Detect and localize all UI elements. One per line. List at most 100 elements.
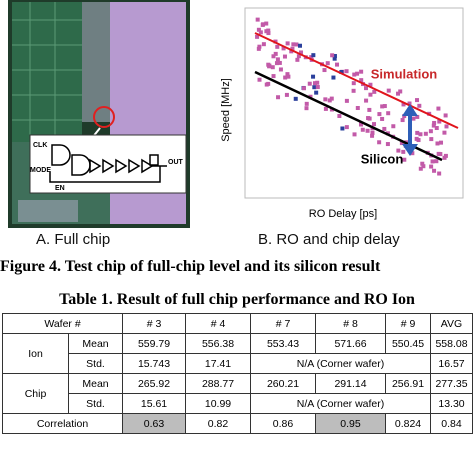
decor-dot — [289, 49, 294, 54]
cell: 571.66 — [315, 333, 386, 354]
decor-dot — [368, 92, 373, 97]
decor-dot — [332, 56, 337, 61]
decor-dot — [352, 72, 357, 77]
decor-dot — [351, 81, 356, 86]
decor-dot — [416, 138, 421, 143]
decor-dot — [312, 85, 317, 90]
figure-caption: Figure 4. Test chip of full-chip level a… — [0, 258, 381, 275]
row-label: Mean — [68, 333, 123, 354]
header-cell: # 8 — [315, 313, 386, 334]
decor-dot — [442, 130, 447, 135]
decor-dot — [302, 86, 307, 91]
decor-dot — [423, 131, 428, 136]
decor-dot — [327, 98, 332, 103]
row: Std. 15.61 10.99 N/A (Corner wafer) 13.3… — [3, 393, 473, 414]
decor-dot — [264, 21, 269, 26]
decor-dot — [304, 101, 309, 106]
decor-dot — [370, 130, 375, 135]
plot-frame — [244, 7, 464, 199]
row: Chip Mean 265.92 288.77 260.21 291.14 25… — [2, 373, 473, 414]
decor-dot — [293, 96, 298, 101]
decor-dot — [364, 86, 369, 91]
decor-dot — [266, 28, 271, 33]
decor-dot — [314, 90, 319, 95]
decor-dot — [315, 85, 320, 90]
decor-dot — [315, 80, 320, 85]
decor-dot — [344, 98, 349, 103]
y-axis-label: Speed [MHz] — [220, 78, 232, 142]
decor-dot — [297, 43, 302, 48]
decor-dot — [437, 171, 442, 176]
circuit-label: EN — [55, 185, 65, 192]
decor-dot — [331, 75, 336, 80]
decor-dot — [382, 104, 387, 109]
header-cell: # 7 — [250, 313, 316, 334]
panel-caption: A. Full chip — [36, 231, 111, 248]
decor-dot — [283, 75, 288, 80]
decor-dot — [358, 122, 363, 127]
cell: 260.21 — [250, 373, 316, 394]
decor-dot — [400, 118, 405, 123]
decor-dot — [311, 53, 316, 58]
decor-dot — [420, 161, 425, 166]
decor-dot — [309, 55, 314, 60]
row-label: Mean — [68, 373, 123, 394]
cell: 558.08 — [430, 333, 473, 354]
decor-dot — [275, 57, 280, 62]
cell: N/A (Corner wafer) — [250, 393, 431, 414]
row: Std. 15.743 17.41 N/A (Corner wafer) 16.… — [3, 353, 473, 374]
annotation: Simulation — [371, 66, 438, 81]
decor-dot — [312, 81, 317, 86]
results-table: Wafer # # 3 # 4 # 7 # 8 # 9 AVG Ion Mean… — [2, 313, 473, 434]
decor-dot — [329, 96, 334, 101]
decor-dot — [271, 54, 276, 59]
decor-dot — [291, 42, 296, 47]
decor-dot — [429, 164, 434, 169]
cell: 0.95 — [315, 413, 386, 434]
decor-dot — [344, 125, 349, 130]
x-axis-label: RO Delay [ps] — [309, 208, 377, 220]
decor-dot — [370, 133, 375, 138]
row-label: Std. — [68, 393, 123, 414]
decor-dot — [415, 114, 420, 119]
decor-dot — [432, 120, 437, 125]
decor-dot — [323, 106, 328, 111]
decor-dot — [282, 54, 287, 59]
decor-dot — [257, 77, 262, 82]
decor-dot — [386, 88, 391, 93]
header-row: Wafer # # 3 # 4 # 7 # 8 # 9 AVG — [2, 313, 473, 334]
decor-dot — [360, 127, 365, 132]
decor-dot — [267, 63, 272, 68]
decor-dot — [436, 151, 441, 156]
decor-dot — [258, 30, 263, 35]
decor-dot — [340, 126, 345, 131]
cell: 17.41 — [185, 353, 251, 374]
row: Correlation 0.63 0.82 0.86 0.95 0.824 0.… — [2, 413, 473, 434]
decor-dot — [285, 72, 290, 77]
decor-dot — [332, 54, 337, 59]
circuit-label: CLK — [33, 142, 47, 149]
header-cell: AVG — [430, 313, 473, 334]
decor-dot — [276, 95, 281, 100]
decor-dot — [365, 128, 370, 133]
decor-dot — [294, 42, 299, 47]
decor-dot — [436, 106, 441, 111]
decor-dot — [382, 126, 387, 131]
decor-dot — [407, 101, 412, 106]
cell: 15.61 — [122, 393, 186, 414]
decor-dot — [339, 70, 344, 75]
decor-dot — [304, 106, 309, 111]
decor-dot — [396, 91, 401, 96]
cell: 0.824 — [385, 413, 431, 434]
decor-dot — [380, 116, 385, 121]
decor-dot — [415, 130, 420, 135]
decor-dot — [355, 71, 360, 76]
decor-dot — [368, 82, 373, 87]
header-cell: # 9 — [385, 313, 431, 334]
decor-dot — [444, 124, 449, 129]
cell: 559.79 — [122, 333, 186, 354]
decor-dot — [402, 114, 407, 119]
decor-dot — [325, 61, 330, 66]
decor-dot — [266, 31, 271, 36]
